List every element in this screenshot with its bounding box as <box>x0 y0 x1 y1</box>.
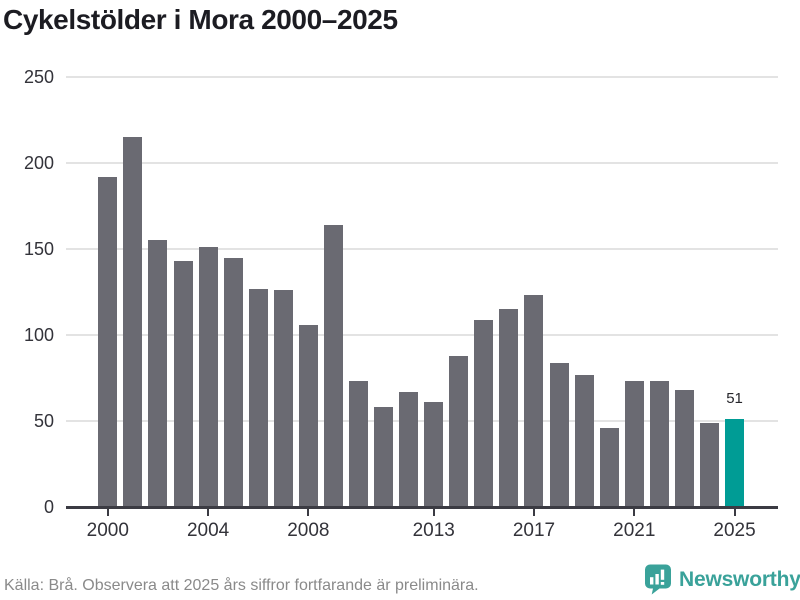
y-axis-tick-label: 50 <box>33 411 54 431</box>
source-note: Källa: Brå. Observera att 2025 års siffr… <box>4 577 479 594</box>
bar-chart-plot-area: 0 50 100 150 200 250 2000 2004 2008 2013 2017 2021 2… <box>23 67 778 541</box>
bar <box>399 391 419 507</box>
y-gridline <box>66 76 778 78</box>
bar <box>374 407 394 507</box>
y-gridline <box>66 420 778 422</box>
x-axis-tick-label: 2025 <box>713 520 756 541</box>
x-axis-tick-label: 2000 <box>86 520 129 541</box>
bar-chart-speech-bubble-icon <box>645 564 671 595</box>
x-axis-tick-label: 2008 <box>287 520 330 541</box>
bar <box>524 295 544 507</box>
x-axis-tick <box>432 509 435 516</box>
y-gridline <box>66 334 778 336</box>
bar <box>148 240 168 507</box>
bar <box>549 362 569 507</box>
chart-title: Cykelstölder i Mora 2000–2025 <box>3 4 398 35</box>
bar <box>323 224 343 507</box>
y-axis-tick-label: 250 <box>23 67 54 87</box>
bar <box>349 381 368 507</box>
x-axis-tick <box>106 509 109 516</box>
bar <box>173 261 193 507</box>
bar <box>298 324 318 507</box>
bar <box>674 390 694 507</box>
y-axis-tick-label: 150 <box>23 239 54 259</box>
x-axis-tick-label: 2017 <box>512 520 556 541</box>
newsworthy-logo-text: Newsworthy <box>679 567 800 591</box>
y-gridline <box>66 248 778 250</box>
x-axis-tick <box>532 509 535 516</box>
bar <box>273 290 293 507</box>
bar <box>649 381 669 507</box>
x-axis-tick <box>307 509 310 516</box>
bar <box>624 381 644 507</box>
x-axis-tick <box>207 509 210 516</box>
y-axis-tick-label: 200 <box>23 153 54 173</box>
bar <box>449 355 469 507</box>
y-axis-tick-label: 100 <box>23 325 54 345</box>
x-axis-tick-label: 2013 <box>412 520 455 541</box>
bar <box>98 176 118 507</box>
bar <box>574 374 594 507</box>
bar <box>699 422 719 507</box>
x-axis-tick-label: 2021 <box>613 520 656 541</box>
bar <box>248 288 268 507</box>
bar <box>123 137 143 507</box>
highlight-value-label: 51 <box>726 390 743 408</box>
x-axis-tick-label: 2004 <box>186 520 230 541</box>
bar <box>599 427 619 507</box>
y-gridline <box>66 162 778 164</box>
bar <box>499 309 519 507</box>
y-axis-tick-label: 0 <box>43 497 54 517</box>
x-axis-tick <box>733 509 736 516</box>
bar <box>198 247 218 507</box>
bar <box>474 319 494 507</box>
bar <box>223 257 243 507</box>
bar-highlighted <box>725 419 745 507</box>
x-axis-line <box>66 506 778 509</box>
x-axis-tick <box>633 509 636 516</box>
newsworthy-logo: Newsworthy <box>644 564 800 595</box>
bar <box>424 402 444 507</box>
